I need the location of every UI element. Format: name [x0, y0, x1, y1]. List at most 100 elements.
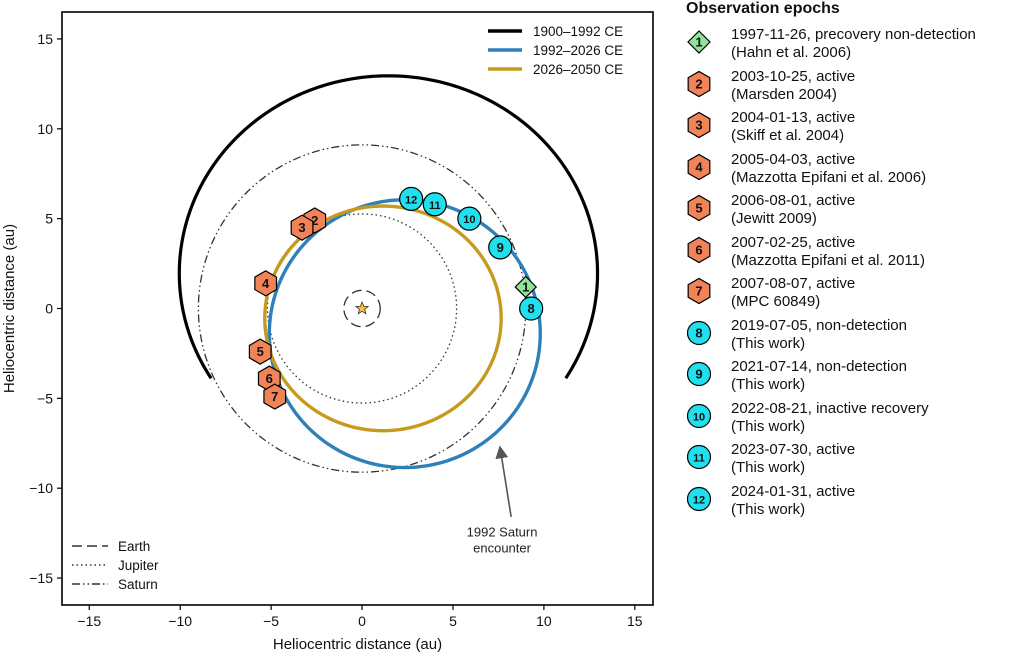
- epoch-date-status: 2003-10-25, active: [731, 67, 856, 85]
- epoch-date-status: 2007-08-07, active: [731, 275, 856, 292]
- planet-orbit-jupiter: [266, 213, 458, 404]
- epoch-marker-10: [457, 206, 482, 231]
- epoch-legend-text: 2007-08-07, active (MPC 60849): [731, 275, 855, 311]
- epoch-marker-4: [254, 270, 278, 297]
- planet-legend-label-2: Jupiter: [118, 558, 159, 573]
- epoch-legend-item: 2 2003-10-25, active (Marsden 2004): [682, 68, 1022, 108]
- epoch-legend-text: 2006-08-01, active (Jewitt 2009): [731, 192, 855, 228]
- epoch-legend-icon-8: 8: [686, 320, 712, 345]
- epoch-legend-icon-10: 10: [686, 403, 712, 428]
- annotation-text-line-1: 1992 Saturn: [467, 525, 538, 540]
- x-tick-label: 10: [536, 613, 552, 629]
- epoch-legend-number-3: 3: [695, 118, 702, 133]
- orbit-legend-label-1: 1900–1992 CE: [533, 24, 623, 39]
- epoch-date-status: 1997-11-26, precovery non-detection: [731, 26, 976, 43]
- epoch-reference: (Skiff et al. 2004): [731, 127, 845, 144]
- x-tick-label: −15: [77, 613, 101, 629]
- epoch-legend-shape-11: [686, 444, 712, 470]
- epoch-reference: (Mazzotta Epifani et al. 2006): [731, 168, 927, 186]
- epoch-legend-shape-10: [686, 403, 712, 428]
- epoch-legend-text: 1997-11-26, precovery non-detection (Hahn…: [731, 26, 976, 62]
- x-tick-label: 5: [449, 613, 457, 629]
- x-tick-label: −5: [263, 613, 279, 629]
- epoch-legend-icon-1: 1: [687, 30, 711, 54]
- epoch-legend-number-6: 6: [695, 242, 702, 257]
- epoch-legend-text: 2003-10-25, active (Marsden 2004): [731, 68, 855, 104]
- epoch-marker-label-1: 1: [522, 279, 529, 294]
- epoch-reference: (This work): [731, 459, 806, 476]
- epoch-reference: (Mazzotta Epifani et al. 2011): [731, 251, 925, 269]
- epoch-reference: (This work): [731, 376, 806, 393]
- annotation-text-line-2: encounter: [473, 541, 531, 556]
- epoch-legend-shape-8: [686, 320, 712, 345]
- epoch-reference: (Marsden 2004): [731, 85, 837, 103]
- epoch-legend-item: 8 2019-07-05, non-detection (This work): [682, 317, 1022, 357]
- epoch-legend-shape-7: [687, 277, 711, 305]
- epoch-marker-9: [488, 235, 513, 260]
- epoch-date-status: 2004-01-13, active: [731, 109, 856, 126]
- epoch-legend-text: 2004-01-13, active (Skiff et al. 2004): [731, 109, 855, 145]
- orbit-legend-label-3: 2026–2050 CE: [533, 62, 623, 77]
- planet-orbit-earth: [343, 289, 381, 328]
- y-tick-label: −10: [29, 480, 53, 496]
- epoch-marker-label-10: 10: [463, 214, 475, 226]
- epoch-legend-number-9: 9: [695, 367, 702, 382]
- axes-layer: −15 −10 −5 0 5 10 15−15−10−5051015Heliocentric…: [1, 11, 654, 653]
- epoch-legend-shape-4: [687, 153, 711, 180]
- epoch-date-status: 2019-07-05, non-detection: [731, 316, 907, 334]
- y-axis-label: Heliocentric distance (au): [1, 224, 18, 393]
- epoch-legend-icon-7: 7: [687, 277, 711, 305]
- epoch-legend-icon-12: 12: [686, 486, 712, 511]
- epoch-legend-item: 1 1997-11-26, precovery non-detection (Hah…: [682, 26, 1022, 66]
- annotation-arrow: [495, 445, 512, 518]
- x-tick-label: 0: [358, 613, 366, 629]
- y-tick-label: 0: [45, 301, 53, 317]
- x-tick-label: 15: [627, 613, 643, 629]
- epoch-legend-icon-9: 9: [686, 361, 712, 387]
- epoch-date-status: 2005-04-03, active: [731, 150, 856, 168]
- epoch-legend-icon-6: 6: [687, 236, 711, 263]
- epoch-legend-shape-1: [687, 30, 711, 54]
- epoch-legend-number-11: 11: [693, 453, 705, 465]
- epoch-legend-item: 9 2021-07-14, non-detection (This work): [682, 358, 1022, 398]
- epoch-marker-5: [248, 338, 272, 365]
- epoch-legend-item: 12 2024-01-31, active (This work): [682, 483, 1022, 523]
- epoch-legend-shape-2: [687, 70, 711, 97]
- epoch-date-status: 2023-07-30, active: [731, 441, 856, 458]
- epoch-legend-item: 4 2005-04-03, active (Mazzotta Epifani et …: [682, 151, 1022, 191]
- epoch-marker-label-11: 11: [429, 200, 441, 212]
- y-tick-label: −15: [29, 570, 53, 586]
- epoch-marker-label-4: 4: [262, 276, 270, 291]
- epoch-legend-shape-9: [686, 361, 712, 387]
- epoch-marker-label-6: 6: [266, 371, 273, 386]
- epoch-reference: (This work): [731, 417, 806, 435]
- epoch-legend-icon-4: 4: [687, 153, 711, 180]
- epoch-date-status: 2007-02-25, active: [731, 233, 856, 251]
- epoch-legend-text: 2007-02-25, active (Mazzotta Epifani et a…: [731, 234, 925, 270]
- epoch-legend-icon-2: 2: [687, 70, 711, 97]
- y-tick-label: 15: [37, 31, 53, 47]
- epoch-marker-label-8: 8: [528, 301, 535, 316]
- epoch-legend-text: 2023-07-30, active (This work): [731, 441, 855, 477]
- epoch-legend-item: 5 2006-08-01, active (Jewitt 2009): [682, 192, 1022, 232]
- epoch-reference: (This work): [731, 334, 806, 352]
- plot-frame: [61, 11, 654, 606]
- epoch-legend-icon-5: 5: [687, 194, 711, 222]
- epoch-legend-number-7: 7: [695, 284, 702, 299]
- epoch-legend-shape-6: [687, 236, 711, 263]
- epoch-marker-label-3: 3: [298, 220, 305, 235]
- x-axis-label: Heliocentric distance (au): [273, 636, 442, 653]
- epoch-legend-item: 7 2007-08-07, active (MPC 60849): [682, 275, 1022, 315]
- orbit-legend: 1900–1992 CE 1992–2026 CE 2026–2050 CE Eart…: [72, 20, 644, 592]
- y-tick-label: 10: [37, 121, 53, 137]
- epoch-legend-text: 2024-01-31, active (This work): [731, 483, 855, 519]
- epoch-legend-text: 2019-07-05, non-detection (This work): [731, 317, 907, 353]
- orbit-path-1: [177, 74, 600, 380]
- epoch-marker-12: [399, 186, 424, 211]
- epoch-date-status: 2022-08-21, inactive recovery: [731, 399, 929, 417]
- y-tick-label: −5: [37, 390, 53, 406]
- x-tick-label: −10: [168, 613, 192, 629]
- epoch-marker-label-7: 7: [271, 389, 278, 404]
